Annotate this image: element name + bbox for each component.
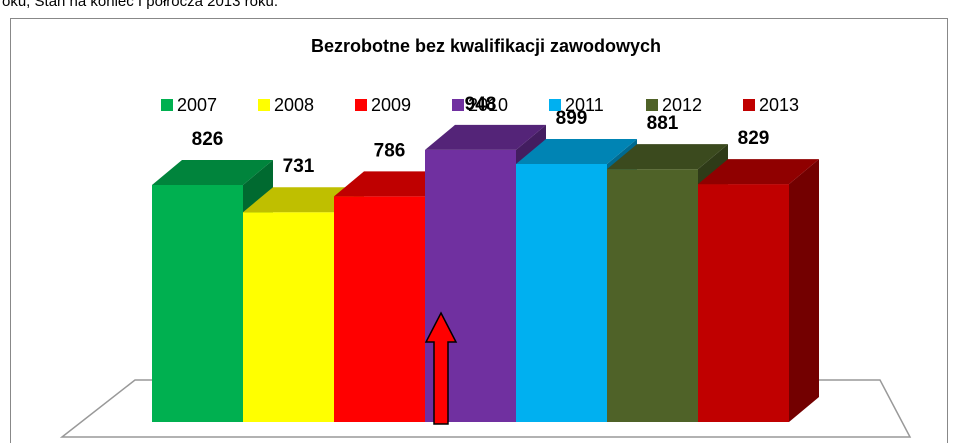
legend-swatch [355, 99, 367, 111]
legend-swatch [646, 99, 658, 111]
legend: 2007 2008 2009 2010 2011 2012 2013 [161, 95, 799, 115]
bar-front [334, 196, 425, 422]
legend-swatch [743, 99, 755, 111]
bar-front [607, 169, 698, 422]
bar-front [516, 163, 607, 422]
caption: oku, Stan na koniec I półrocza 2013 roku… [2, 0, 278, 10]
data-label: 786 [374, 140, 406, 161]
bar-front [243, 212, 334, 422]
data-label: 899 [556, 108, 588, 129]
legend-label: 2011 [565, 95, 604, 115]
legend-swatch [549, 99, 561, 111]
bar-top [698, 159, 819, 185]
bars [152, 124, 819, 423]
bar-front [152, 184, 243, 422]
legend-swatch [161, 99, 173, 111]
legend-label: 2012 [662, 95, 702, 115]
chart-title: Bezrobotne bez kwalifikacji zawodowych [311, 36, 661, 56]
arrow [424, 311, 458, 425]
data-label: 829 [738, 128, 770, 149]
legend-label: 2008 [274, 95, 314, 115]
bar-top [334, 171, 455, 197]
bar-top [425, 124, 546, 150]
bar-side [789, 159, 819, 422]
data-label: 948 [465, 94, 497, 115]
bar [152, 159, 273, 423]
bar-top [152, 159, 273, 185]
legend-label: 2013 [759, 95, 799, 115]
bar [698, 159, 819, 422]
data-label: 826 [192, 129, 224, 150]
data-label: 731 [283, 156, 315, 177]
bar-top [516, 138, 637, 164]
bar-front [698, 184, 789, 422]
bar-top [607, 144, 728, 170]
bar-top [243, 187, 364, 213]
legend-swatch [452, 99, 464, 111]
legend-label: 2009 [371, 95, 411, 115]
data-label: 881 [647, 113, 679, 134]
legend-swatch [258, 99, 270, 111]
legend-label: 2010 [468, 95, 508, 115]
legend-label: 2007 [177, 95, 217, 115]
